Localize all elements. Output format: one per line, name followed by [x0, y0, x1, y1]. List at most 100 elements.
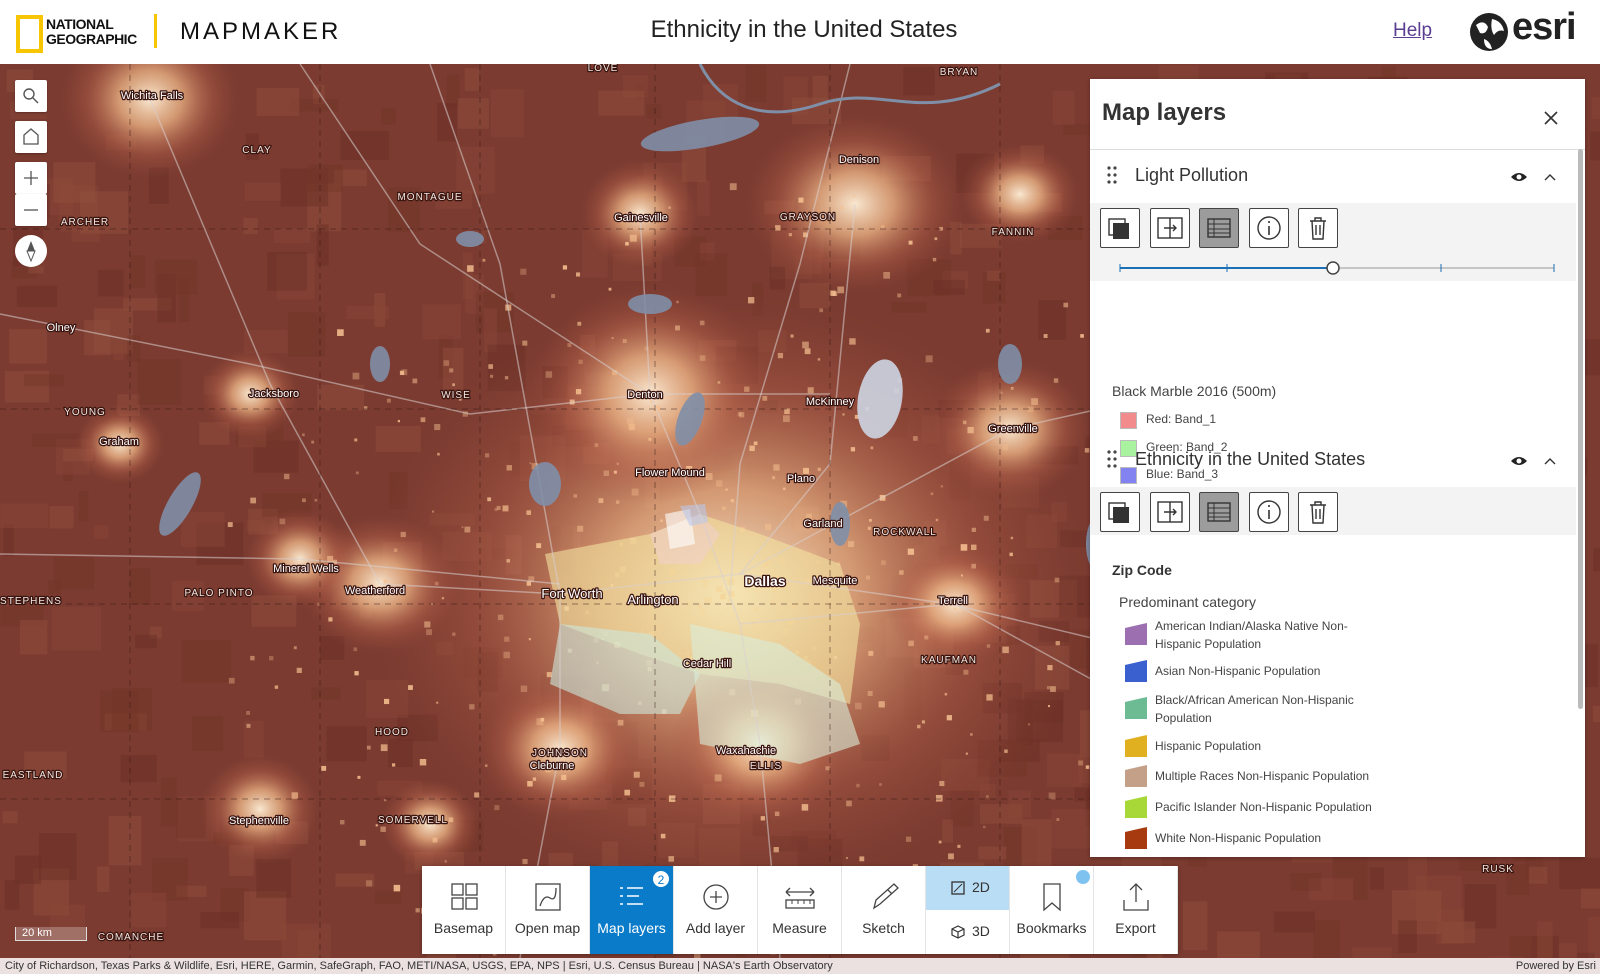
light-dot — [291, 792, 299, 799]
place-label: Dallas — [744, 573, 785, 589]
light-dot — [250, 655, 255, 661]
terrain-patch — [1591, 97, 1600, 120]
light-dot — [497, 614, 504, 621]
light-dot — [1054, 577, 1060, 583]
light-dot — [633, 771, 640, 778]
terrain-patch — [3, 524, 14, 557]
view-option[interactable]: 2D — [926, 866, 1009, 910]
place-label: ROCKWALL — [873, 527, 937, 538]
place-label: Gainesville — [614, 212, 668, 224]
light-dot — [363, 406, 368, 410]
legend-swatch — [1125, 827, 1147, 849]
light-dot — [546, 672, 552, 678]
visibility-toggle[interactable] — [1510, 170, 1528, 184]
light-dot — [868, 650, 874, 656]
view-option[interactable]: 3D — [926, 910, 1009, 954]
layer-tool-button[interactable] — [1199, 492, 1239, 532]
legend-swatch — [1125, 623, 1147, 645]
light-dot — [545, 767, 551, 773]
terrain-patch — [464, 68, 480, 92]
layer-tool-button[interactable] — [1149, 492, 1190, 532]
light-dot — [908, 640, 914, 647]
collapse-toggle[interactable] — [1543, 456, 1557, 466]
help-link[interactable]: Help — [1393, 20, 1433, 41]
light-dot — [963, 669, 969, 675]
light-dot — [469, 704, 475, 710]
terrain-patch — [16, 285, 58, 307]
light-dot — [617, 719, 624, 726]
terrain-patch — [307, 183, 342, 232]
divider — [154, 14, 157, 48]
toolbar-button[interactable]: Open map — [506, 866, 590, 954]
toolbar-button[interactable]: Measure — [758, 866, 842, 954]
lake — [857, 359, 903, 439]
map-control-button[interactable] — [15, 162, 47, 194]
light-dot — [867, 526, 872, 530]
terrain-patch — [80, 191, 129, 234]
toolbar-button[interactable]: Basemap — [422, 866, 506, 954]
terrain-patch — [78, 490, 89, 522]
light-dot — [668, 795, 676, 802]
light-dot — [487, 497, 492, 502]
legend-swatch — [1125, 735, 1147, 757]
drag-handle[interactable] — [1106, 164, 1118, 186]
light-dot — [228, 677, 235, 684]
toolbar-button[interactable]: Export — [1094, 866, 1178, 954]
map-control-button[interactable] — [15, 194, 47, 226]
light-dot — [506, 559, 510, 563]
scrollbar[interactable] — [1578, 149, 1583, 709]
collapse-toggle[interactable] — [1543, 172, 1557, 182]
visibility-toggle[interactable] — [1510, 454, 1528, 468]
light-dot — [352, 372, 360, 380]
layer-tool-button[interactable] — [1100, 208, 1140, 248]
terrain-patch — [49, 505, 74, 529]
compass-button[interactable] — [15, 235, 47, 267]
light-dot — [845, 856, 848, 860]
layer-tool-button[interactable] — [1298, 208, 1338, 248]
place-label: Graham — [99, 436, 139, 448]
light-dot — [749, 445, 755, 452]
terrain-patch — [1559, 857, 1600, 890]
layer-tool-button[interactable] — [1298, 492, 1338, 532]
toolbar-button[interactable]: Bookmarks — [1010, 866, 1094, 954]
toolbar-button[interactable]: Sketch — [842, 866, 926, 954]
terrain-patch — [1398, 920, 1417, 954]
light-dot — [715, 480, 723, 487]
light-dot — [485, 453, 490, 458]
terrain-patch — [1003, 826, 1037, 870]
light-dot — [399, 370, 405, 375]
terrain-patch — [129, 568, 151, 605]
layer-tool-button[interactable] — [1100, 492, 1140, 532]
drag-handle[interactable] — [1106, 448, 1118, 470]
light-dot — [401, 369, 408, 376]
map-control-button[interactable] — [15, 80, 47, 112]
terrain-patch — [104, 713, 147, 731]
logo[interactable]: NATIONAL GEOGRAPHIC — [46, 17, 137, 47]
place-label: MONTAGUE — [397, 192, 462, 203]
legend-label: Asian Non-Hispanic Population — [1155, 664, 1321, 678]
light-dot — [504, 636, 510, 642]
toolbar-button[interactable]: Add layer — [674, 866, 758, 954]
terrain-patch — [635, 83, 646, 99]
terrain-patch — [181, 640, 232, 683]
layer-tool-button[interactable] — [1149, 208, 1190, 248]
light-dot — [935, 518, 939, 522]
logo-line: NATIONAL — [46, 16, 114, 32]
layer-tool-button[interactable] — [1199, 208, 1239, 248]
light-dot — [849, 338, 856, 345]
light-dot — [804, 348, 811, 355]
map-control-button[interactable] — [15, 121, 47, 153]
toolbar-button[interactable]: Map layers 2 — [590, 866, 674, 954]
light-dot — [494, 805, 500, 811]
opacity-slider[interactable] — [1118, 260, 1558, 276]
layer-tool-button[interactable] — [1248, 208, 1289, 248]
light-dot — [744, 386, 750, 392]
layer-tool-button[interactable] — [1248, 492, 1289, 532]
light-dot — [551, 294, 556, 298]
light-dot — [328, 617, 333, 622]
terrain-patch — [1576, 952, 1595, 958]
terrain-patch — [311, 687, 341, 700]
light-dot — [1009, 552, 1013, 557]
toolbar: Basemap Open map Map layers 2 Add layer Measu… — [422, 866, 1178, 954]
close-button[interactable] — [1542, 109, 1560, 127]
